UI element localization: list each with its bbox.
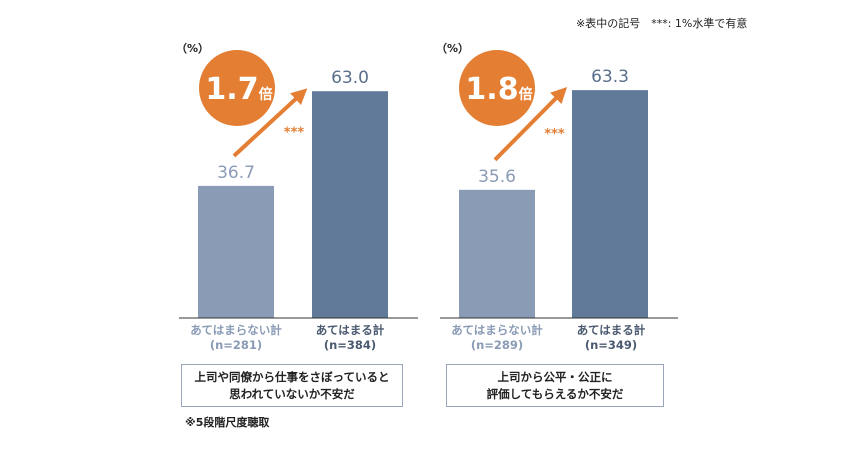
category-sample-size: (n=384) bbox=[323, 338, 377, 352]
multiplier-label: 1.8倍 bbox=[465, 72, 532, 107]
multiplier-label: 1.7倍 bbox=[205, 72, 272, 107]
right-category-label-applicable: あてはまる計 (n=349) bbox=[551, 323, 671, 353]
category-sample-size: (n=281) bbox=[209, 338, 263, 352]
caption-line: 思われていないか不安だ bbox=[229, 386, 355, 401]
multiplier-badge bbox=[459, 50, 535, 126]
increase-arrow bbox=[493, 87, 568, 162]
category-name: あてはまる計 bbox=[315, 323, 385, 337]
increase-arrow bbox=[232, 88, 308, 158]
bar-value-label: 35.6 bbox=[478, 167, 516, 187]
right-unit-label: （%） bbox=[436, 42, 470, 55]
scale-footnote: ※5段階尺度聴取 bbox=[185, 416, 270, 429]
right-category-label-not-applicable: あてはまらない計 (n=289) bbox=[437, 323, 557, 353]
bar-left-not-applicable bbox=[198, 185, 274, 318]
category-sample-size: (n=349) bbox=[584, 338, 638, 352]
significance-stars: *** bbox=[284, 126, 305, 141]
bar-value-label: 63.3 bbox=[591, 67, 629, 87]
significance-legend-note: ※表中の記号 ***: 1%水準で有意 bbox=[576, 17, 748, 30]
caption-line: 上司から公平・公正に bbox=[497, 369, 613, 384]
left-category-label-not-applicable: あてはまらない計 (n=281) bbox=[176, 323, 296, 353]
multiplier-badge bbox=[199, 50, 275, 126]
category-name: あてはまる計 bbox=[576, 323, 646, 337]
bar-left-applicable bbox=[312, 91, 388, 318]
left-unit-label: （%） bbox=[176, 42, 210, 55]
bar-right-not-applicable bbox=[459, 189, 535, 318]
left-category-label-applicable: あてはまる計 (n=384) bbox=[290, 323, 410, 353]
bar-value-label: 63.0 bbox=[331, 68, 369, 88]
category-name: あてはまらない計 bbox=[451, 323, 543, 337]
category-name: あてはまらない計 bbox=[190, 323, 282, 337]
left-question-caption: 上司や同僚から仕事をさぼっていると 思われていないか不安だ bbox=[181, 364, 403, 407]
significance-stars: *** bbox=[544, 127, 565, 142]
category-sample-size: (n=289) bbox=[470, 338, 524, 352]
caption-line: 上司や同僚から仕事をさぼっていると bbox=[194, 369, 390, 384]
caption-line: 評価してもらえるか不安だ bbox=[486, 386, 624, 401]
right-question-caption: 上司から公平・公正に 評価してもらえるか不安だ bbox=[446, 364, 664, 407]
bar-value-label: 36.7 bbox=[217, 163, 255, 183]
bar-right-applicable bbox=[572, 90, 648, 319]
